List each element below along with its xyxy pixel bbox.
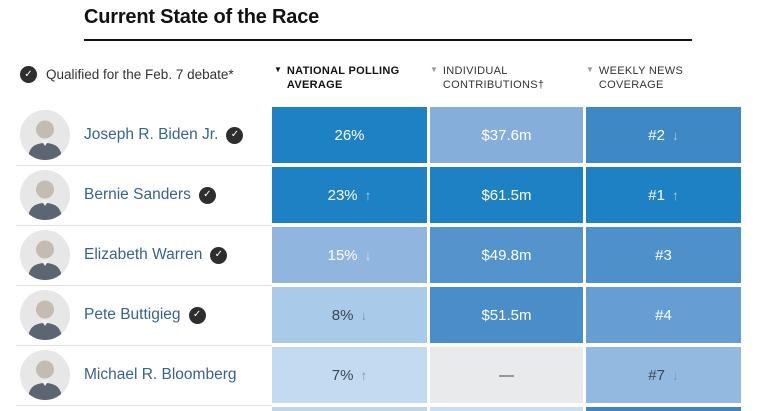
candidate-row: Elizabeth Warren ✓ 15% ↓ $49.8m #3 xyxy=(0,227,781,287)
candidate-row: Michael R. Bloomberg ✓ 7%↑ — #7↓ xyxy=(0,347,781,407)
column-label-line2: CONTRIBUTIONS† xyxy=(442,79,545,91)
qualified-check-icon: ✓ xyxy=(188,306,206,324)
news-coverage-cell: #4 xyxy=(586,287,741,343)
column-label-line1: NATIONAL POLLING xyxy=(286,65,400,77)
candidate-name-link[interactable]: Pete Buttigieg ✓ xyxy=(84,287,206,343)
title-rule xyxy=(84,39,692,41)
row-separator xyxy=(16,345,272,346)
news-coverage-cell xyxy=(586,407,741,411)
candidate-avatar[interactable] xyxy=(20,290,70,340)
person-silhouette-icon xyxy=(20,290,70,340)
page-title: Current State of the Race xyxy=(84,6,320,28)
contributions-cell: $51.5m xyxy=(430,287,583,343)
sort-triangle-down-icon: ▼ xyxy=(274,65,282,74)
candidate-row: ✓ xyxy=(0,407,781,411)
candidate-name-link[interactable]: Joseph R. Biden Jr. ✓ xyxy=(84,107,244,163)
person-silhouette-icon xyxy=(20,170,70,220)
column-label-line2: COVERAGE xyxy=(598,79,664,91)
contributions-cell: $37.6m xyxy=(430,107,583,163)
candidate-name-link[interactable]: Michael R. Bloomberg ✓ xyxy=(84,366,237,383)
qualified-check-icon: ✓ xyxy=(226,126,244,144)
polling-average-cell: 15% ↓ xyxy=(272,227,427,283)
candidate-avatar[interactable] xyxy=(20,110,70,160)
news-coverage-cell: #2 ↓ xyxy=(586,107,741,163)
candidate-row: Joseph R. Biden Jr. ✓ 26% $37.6m #2 ↓ xyxy=(0,107,781,167)
sort-triangle-down-icon: ▼ xyxy=(430,65,438,74)
polling-average-cell xyxy=(272,407,427,411)
column-header-individual-contributions[interactable]: ▼ INDIVIDUAL CONTRIBUTIONS† xyxy=(430,64,580,92)
contributions-cell: — xyxy=(430,347,583,403)
contributions-cell: $49.8m xyxy=(430,227,583,283)
candidate-row: Pete Buttigieg ✓ 8% ↓ $51.5m #4 xyxy=(0,287,781,347)
qualified-check-icon: ✓ xyxy=(210,246,228,264)
debate-qualification-legend: ✓ Qualified for the Feb. 7 debate* xyxy=(20,66,234,83)
candidate-row: Bernie Sanders ✓ 23% ↑ $61.5m #1 ↑ xyxy=(0,167,781,227)
column-header-national-polling-average[interactable]: ▼ NATIONAL POLLING AVERAGE xyxy=(274,64,424,92)
person-silhouette-icon xyxy=(20,230,70,280)
contributions-cell: $61.5m xyxy=(430,167,583,223)
candidate-table-body: Joseph R. Biden Jr. ✓ 26% $37.6m #2 ↓ Ber… xyxy=(0,107,781,411)
column-label-line1: INDIVIDUAL xyxy=(442,65,508,77)
sort-triangle-down-icon: ▼ xyxy=(586,65,594,74)
row-separator xyxy=(16,225,272,226)
news-coverage-cell: #1 ↑ xyxy=(586,167,741,223)
candidate-avatar[interactable] xyxy=(20,350,70,400)
column-header-weekly-news-coverage[interactable]: ▼ WEEKLY NEWS COVERAGE xyxy=(586,64,736,92)
candidate-name-link[interactable]: Elizabeth Warren ✓ xyxy=(84,227,228,283)
polling-average-cell: 23% ↑ xyxy=(272,167,427,223)
candidate-avatar[interactable] xyxy=(20,230,70,280)
column-label-line2: AVERAGE xyxy=(286,79,343,91)
legend-label: Qualified for the Feb. 7 debate* xyxy=(46,67,234,82)
news-coverage-cell: #3 xyxy=(586,227,741,283)
column-label-line1: WEEKLY NEWS xyxy=(598,65,684,77)
candidate-avatar[interactable] xyxy=(20,170,70,220)
polling-average-cell: 8% ↓ xyxy=(272,287,427,343)
row-separator xyxy=(16,285,272,286)
candidate-name-link[interactable]: Bernie Sanders ✓ xyxy=(84,167,216,223)
check-circle-icon: ✓ xyxy=(20,66,37,83)
row-separator xyxy=(16,405,272,406)
person-silhouette-icon xyxy=(20,350,70,400)
news-coverage-cell: #7 ↓ xyxy=(586,347,741,403)
polling-average-cell: 7% ↑ xyxy=(272,347,427,403)
polling-average-cell: 26% xyxy=(272,107,427,163)
row-separator xyxy=(16,165,272,166)
person-silhouette-icon xyxy=(20,110,70,160)
qualified-check-icon: ✓ xyxy=(198,186,216,204)
contributions-cell xyxy=(430,407,583,411)
